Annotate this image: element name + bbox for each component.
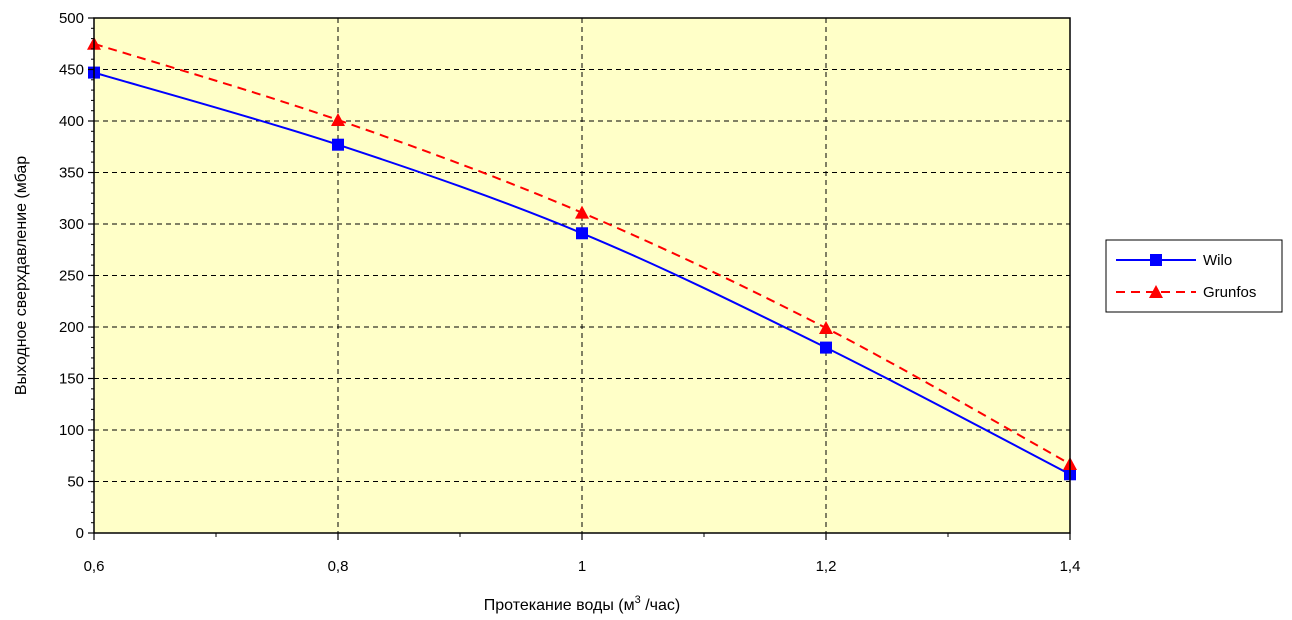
axes: 0 50 100 150 200 250 300 350 400 450 500 0,6 0,8 1 1,2… (59, 10, 1080, 575)
data-point-grunfos (575, 205, 589, 219)
y-tick-label: 300 (59, 216, 84, 233)
legend-marker-wilo (1150, 254, 1162, 266)
y-tick-label: 250 (59, 268, 84, 285)
y-tick-label: 350 (59, 165, 84, 182)
x-tick-label: 1,4 (1060, 558, 1081, 575)
x-tick-label: 0,8 (328, 558, 349, 575)
y-tick-label: 100 (59, 422, 84, 439)
legend-box (1105, 239, 1283, 313)
x-tick-label: 1 (578, 558, 586, 575)
data-point-wilo (576, 227, 588, 240)
x-tick-label: 1,2 (816, 558, 837, 575)
data-point-grunfos (819, 321, 833, 335)
series-layer (87, 36, 1077, 481)
data-point-grunfos (331, 112, 345, 126)
x-axis-title-main: Протекание воды (м (484, 597, 635, 614)
y-tick-label: 50 (67, 474, 84, 491)
y-tick-label: 500 (59, 10, 84, 27)
y-tick-label: 200 (59, 319, 84, 336)
x-tick-label: 0,6 (84, 558, 105, 575)
y-axis-title: Выходное сверхдавление (мбар (13, 156, 30, 395)
y-tick-label: 400 (59, 113, 84, 130)
legend-marker-grunfos (1149, 285, 1163, 298)
legend-label-grunfos: Grunfos (1203, 284, 1256, 301)
grid-lines (94, 18, 1070, 533)
y-tick-label: 150 (59, 371, 84, 388)
x-axis-title-superscript: 3 (635, 594, 641, 606)
x-axis-title: Протекание воды (м3 /час) (484, 594, 680, 614)
y-tick-label: 450 (59, 62, 84, 79)
y-tick-label: 0 (76, 525, 84, 542)
series-wilo (88, 66, 1076, 481)
data-point-wilo (332, 138, 344, 151)
data-point-wilo (820, 341, 832, 354)
x-axis-title-unit: /час) (641, 597, 680, 614)
legend: Wilo Grunfos (1105, 239, 1283, 313)
legend-label-wilo: Wilo (1203, 252, 1232, 269)
